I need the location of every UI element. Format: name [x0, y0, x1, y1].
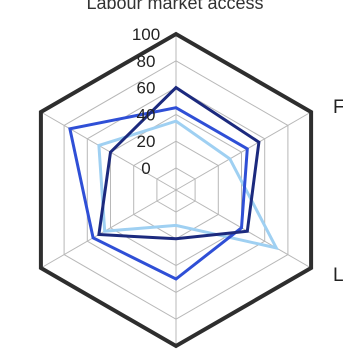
axis-labels: FL	[333, 97, 343, 286]
radar-series-line	[68, 106, 249, 281]
radar-series-line	[97, 119, 280, 251]
radial-tick-label: 0	[141, 159, 150, 178]
chart-title: Labour market access	[86, 0, 263, 13]
axis-label: L	[333, 265, 343, 286]
radar-spoke	[40, 111, 177, 191]
radar-grid-ring	[156, 167, 196, 213]
radial-tick-label: 80	[137, 52, 156, 71]
radial-tick-labels: 0 20 40 60 80 100	[132, 25, 160, 178]
radar-outer-ring	[38, 31, 314, 349]
axis-label: F	[333, 97, 343, 118]
radial-tick-label: 60	[137, 79, 156, 98]
radar-spoke	[40, 189, 177, 269]
radial-tick-label: 20	[137, 132, 156, 151]
radar-spoke	[175, 189, 312, 269]
radar-series-line	[97, 85, 261, 241]
radar-grid-ring	[133, 140, 219, 240]
radar-spoke	[175, 111, 312, 191]
radar-series-group	[68, 85, 280, 281]
radar-grid-ring	[63, 60, 289, 320]
radial-tick-label: 100	[132, 25, 160, 44]
radial-tick-label: 40	[137, 105, 156, 124]
